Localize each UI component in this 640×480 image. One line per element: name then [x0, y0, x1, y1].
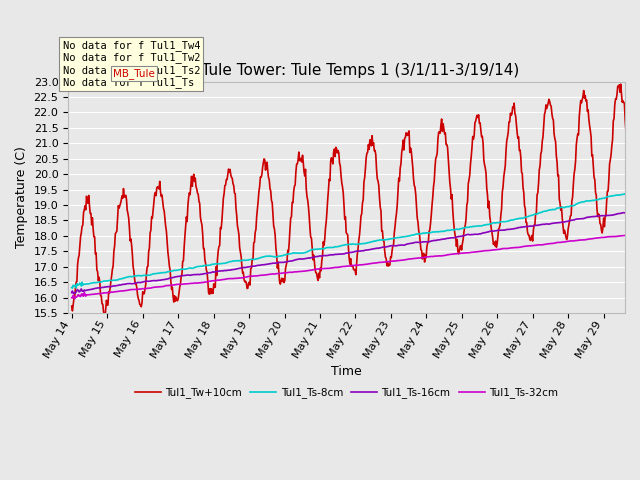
- Tul1_Ts-16cm: [135, 279, 143, 285]
- Tul1_Tw+10cm: [68, 303, 76, 309]
- Tul1_Ts-16cm: [239, 264, 247, 270]
- Tul1_Tw+10cm: [415, 228, 422, 233]
- Tul1_Ts-32cm: [289, 269, 297, 275]
- Tul1_Ts-16cm: [636, 205, 640, 211]
- Tul1_Ts-8cm: [239, 257, 247, 263]
- Tul1_Ts-32cm: [415, 255, 422, 261]
- Tul1_Ts-16cm: [415, 240, 422, 245]
- Title: MB Tule Tower: Tule Temps 1 (3/1/11-3/19/14): MB Tule Tower: Tule Temps 1 (3/1/11-3/19…: [173, 62, 520, 78]
- Tul1_Ts-8cm: [636, 185, 640, 191]
- Legend: Tul1_Tw+10cm, Tul1_Ts-8cm, Tul1_Ts-16cm, Tul1_Ts-32cm: Tul1_Tw+10cm, Tul1_Ts-8cm, Tul1_Ts-16cm,…: [131, 383, 562, 402]
- Tul1_Ts-16cm: [289, 258, 297, 264]
- Tul1_Ts-32cm: [447, 252, 454, 257]
- Tul1_Ts-32cm: [68, 295, 76, 300]
- Tul1_Ts-8cm: [447, 227, 454, 233]
- Tul1_Ts-8cm: [68, 285, 76, 291]
- Tul1_Ts-16cm: [447, 235, 454, 241]
- Tul1_Ts-32cm: [135, 286, 143, 292]
- Tul1_Ts-16cm: [70, 291, 77, 297]
- Tul1_Ts-16cm: [268, 261, 275, 266]
- Line: Tul1_Ts-8cm: Tul1_Ts-8cm: [72, 188, 639, 288]
- Tul1_Tw+10cm: [447, 186, 454, 192]
- X-axis label: Time: Time: [332, 365, 362, 378]
- Tul1_Ts-8cm: [289, 250, 297, 256]
- Tul1_Tw+10cm: [135, 298, 143, 303]
- Tul1_Tw+10cm: [636, 215, 640, 221]
- Line: Tul1_Tw+10cm: Tul1_Tw+10cm: [72, 84, 639, 317]
- Tul1_Ts-32cm: [268, 271, 275, 277]
- Text: No data for f Tul1_Tw4
No data for f Tul1_Tw2
No data for f Tul1_Ts2
No data for: No data for f Tul1_Tw4 No data for f Tul…: [63, 40, 200, 88]
- Tul1_Ts-16cm: [68, 290, 76, 296]
- Text: MB_Tule: MB_Tule: [113, 68, 155, 79]
- Tul1_Ts-32cm: [71, 296, 79, 301]
- Tul1_Tw+10cm: [289, 200, 297, 206]
- Tul1_Tw+10cm: [101, 314, 109, 320]
- Tul1_Tw+10cm: [268, 198, 275, 204]
- Tul1_Ts-32cm: [239, 275, 247, 280]
- Tul1_Tw+10cm: [239, 269, 247, 275]
- Line: Tul1_Ts-32cm: Tul1_Ts-32cm: [72, 233, 639, 299]
- Tul1_Ts-8cm: [268, 253, 275, 259]
- Tul1_Ts-8cm: [68, 285, 76, 290]
- Y-axis label: Temperature (C): Temperature (C): [15, 146, 28, 248]
- Tul1_Ts-32cm: [636, 230, 640, 236]
- Tul1_Tw+10cm: [617, 81, 625, 87]
- Line: Tul1_Ts-16cm: Tul1_Ts-16cm: [72, 208, 639, 294]
- Tul1_Ts-32cm: [628, 230, 636, 236]
- Tul1_Ts-8cm: [415, 231, 422, 237]
- Tul1_Ts-8cm: [135, 273, 143, 278]
